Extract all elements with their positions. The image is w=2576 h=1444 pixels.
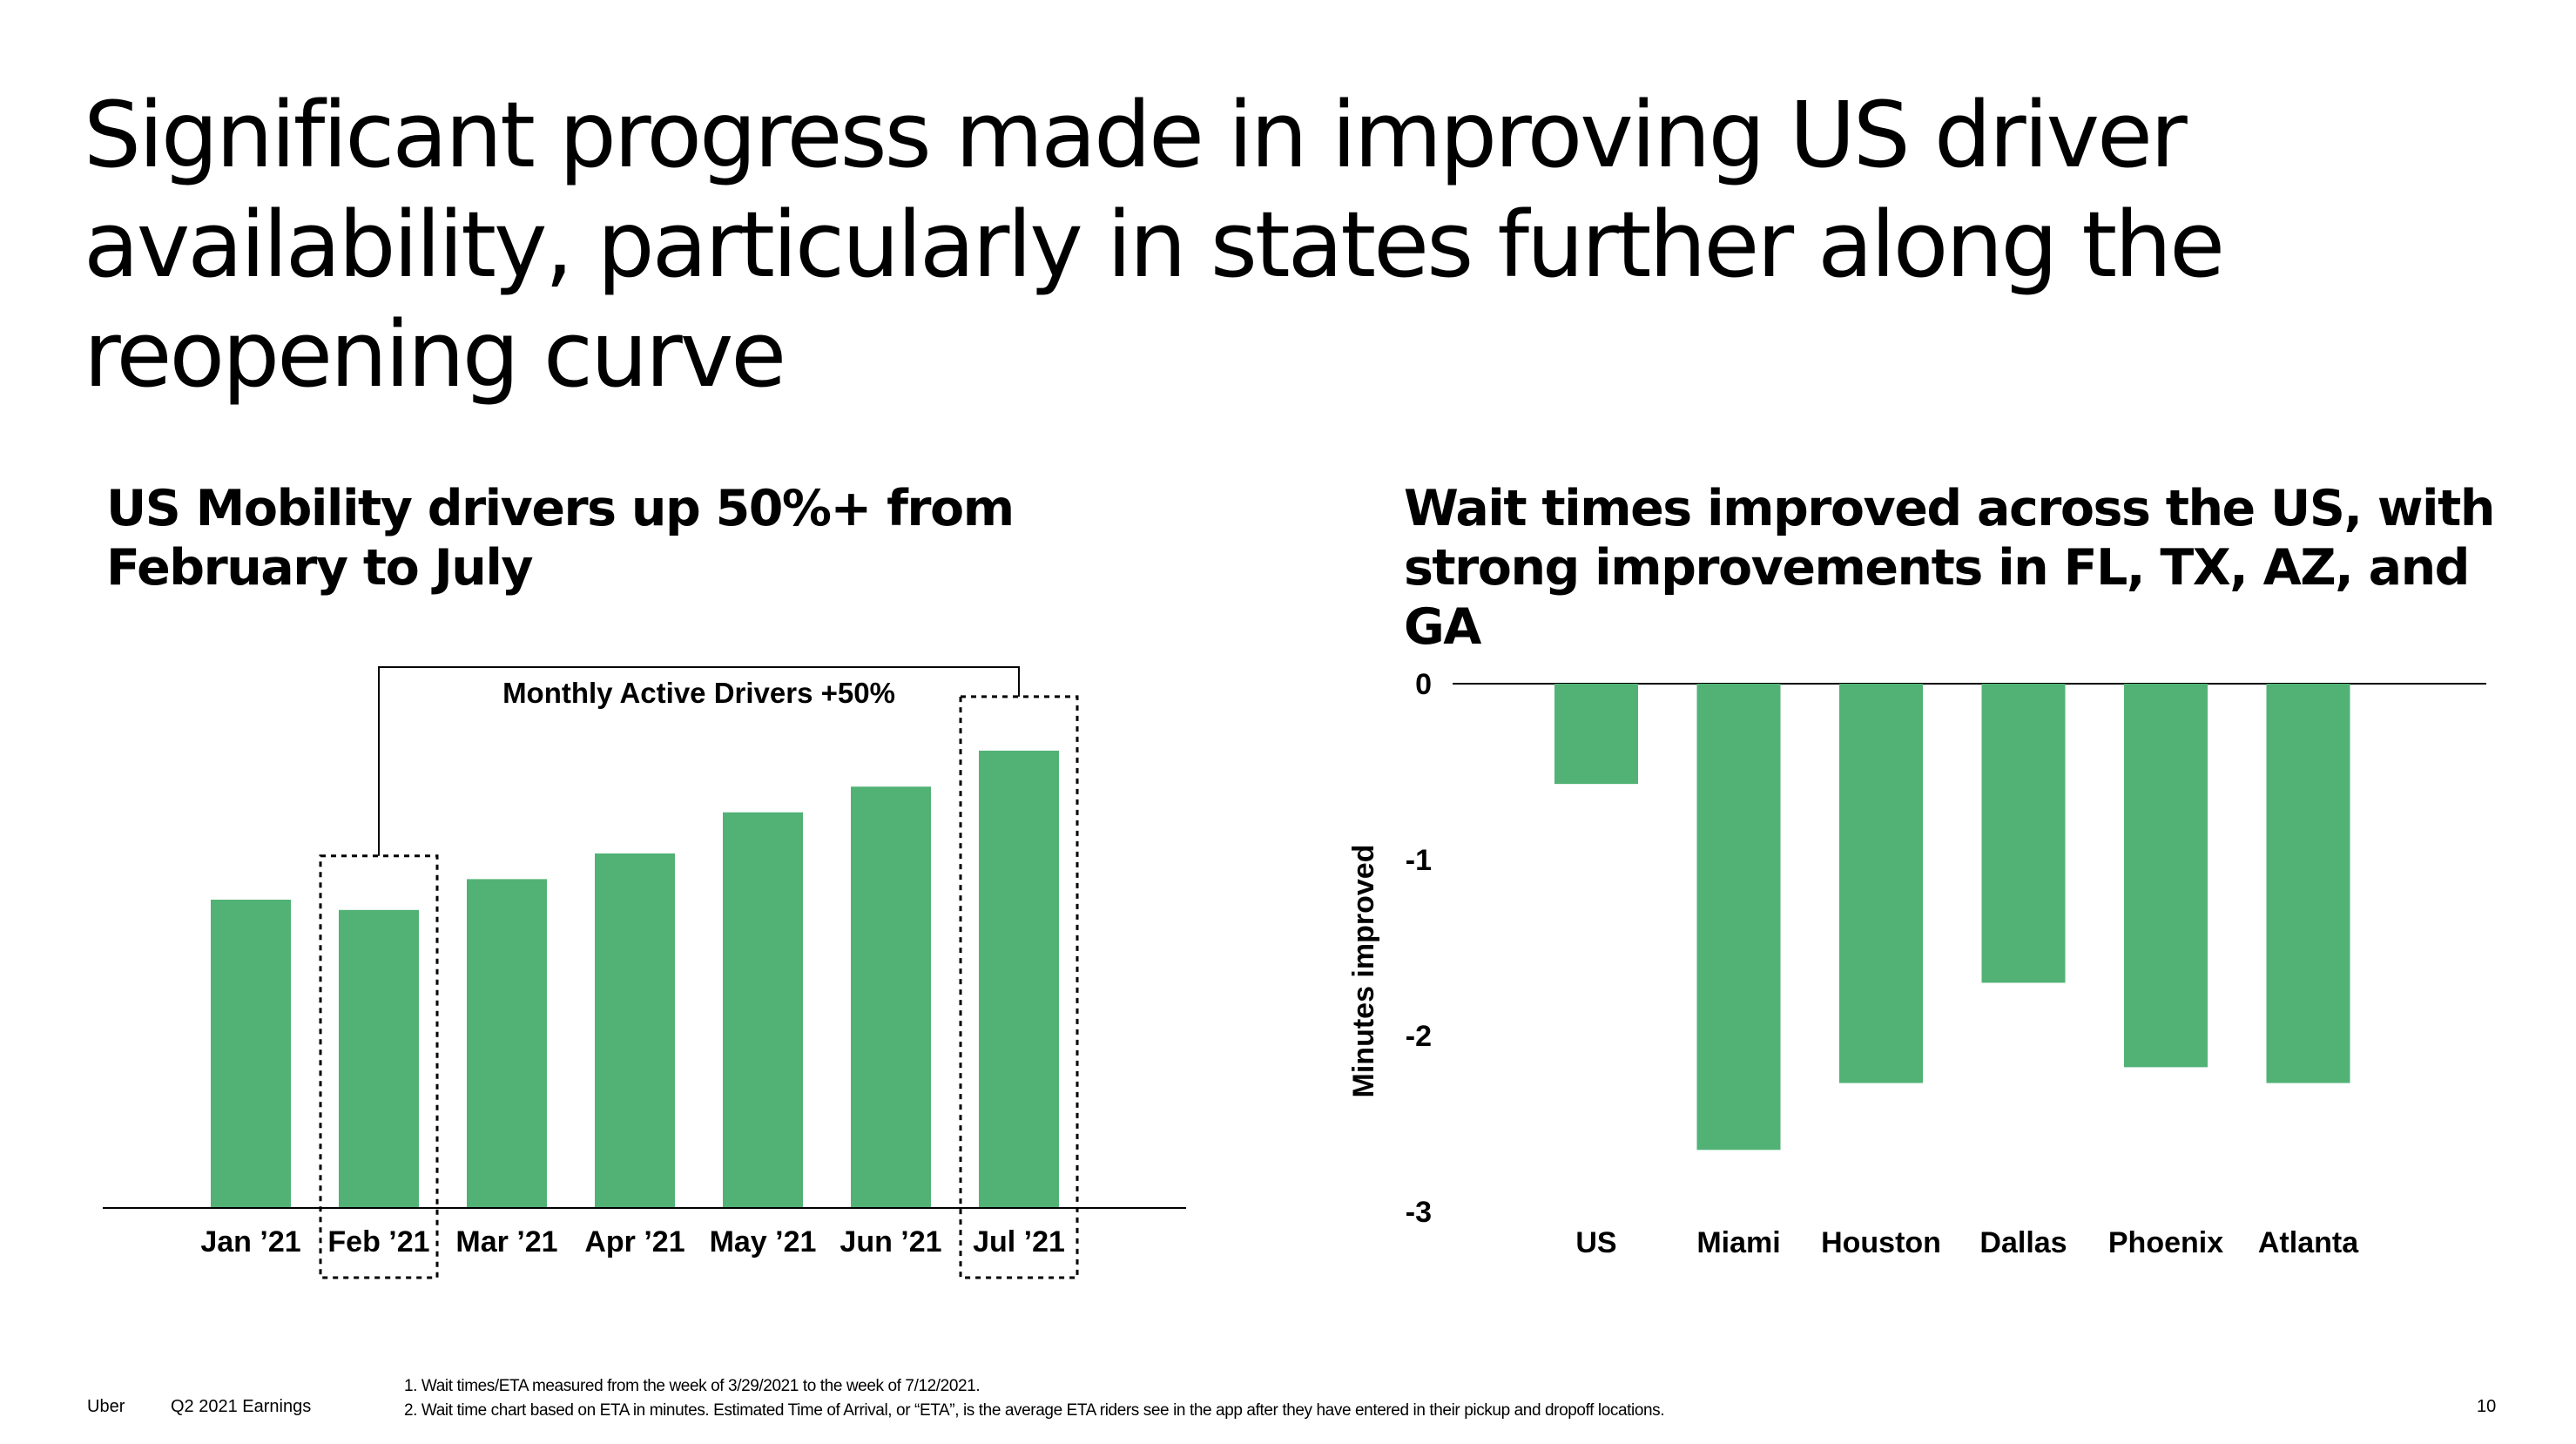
growth-bracket bbox=[378, 666, 1020, 856]
x-tick-label: Jan ’21 bbox=[200, 1225, 300, 1258]
x-tick-label: May ’21 bbox=[710, 1225, 817, 1258]
bar-atlanta bbox=[2266, 684, 2350, 1083]
bar-dallas bbox=[1981, 684, 2066, 983]
footnote-1: 1. Wait times/ETA measured from the week… bbox=[404, 1377, 981, 1395]
x-tick-label: Phoenix bbox=[2108, 1226, 2223, 1259]
bar-phoenix bbox=[2124, 684, 2208, 1068]
right-chart-subtitle: Wait times improved across the US, with … bbox=[1404, 480, 2495, 656]
x-tick-label: Houston bbox=[1821, 1226, 1941, 1259]
drivers-bar-chart: Jan ’21 Feb ’21 Mar ’21 Apr ’21 May ’21 Jun ’… bbox=[103, 666, 1186, 1279]
y-tick-label: -2 bbox=[1406, 1020, 1432, 1053]
x-tick-label: Miami bbox=[1696, 1226, 1780, 1259]
y-tick-label: -3 bbox=[1406, 1196, 1432, 1229]
highlight-box-jul-21 bbox=[959, 695, 1079, 1279]
page-title: Significant progress made in improving U… bbox=[84, 82, 2225, 408]
x-tick-label: Atlanta bbox=[2258, 1226, 2359, 1259]
bar-mar-21 bbox=[467, 879, 547, 1208]
x-tick-label: Dallas bbox=[1979, 1226, 2067, 1259]
x-tick-label: US bbox=[1575, 1226, 1616, 1259]
bar-apr-21 bbox=[595, 853, 675, 1208]
highlight-box-feb-21 bbox=[319, 854, 439, 1279]
x-tick-label: Apr ’21 bbox=[584, 1225, 684, 1258]
y-tick-label: -1 bbox=[1406, 844, 1432, 877]
growth-annotation: Monthly Active Drivers +50% bbox=[502, 677, 895, 709]
bar-jun-21 bbox=[851, 786, 931, 1208]
bar-feb-21 bbox=[339, 909, 419, 1208]
footnote-2: 2. Wait time chart based on ETA in minut… bbox=[404, 1401, 1665, 1420]
footer-brand: Uber bbox=[87, 1397, 125, 1416]
bar-us bbox=[1554, 684, 1638, 785]
page-number: 10 bbox=[2477, 1397, 2497, 1416]
x-tick-label: Mar ’21 bbox=[455, 1225, 557, 1258]
bar-jul-21 bbox=[979, 750, 1059, 1208]
bar-may-21 bbox=[723, 812, 803, 1208]
wait-times-bar-chart: US Miami Houston Dallas Phoenix Atlanta 0 -1 -2 -… bbox=[1347, 668, 2486, 1259]
bar-houston bbox=[1839, 684, 1923, 1083]
left-chart-subtitle: US Mobility drivers up 50%+ from Februar… bbox=[106, 480, 1015, 597]
y-tick-label: 0 bbox=[1415, 668, 1432, 701]
y-axis-title: Minutes improved bbox=[1347, 845, 1380, 1098]
footer-notes: 1. Wait times/ETA measured from the week… bbox=[404, 1374, 1665, 1423]
x-tick-label: Feb ’21 bbox=[327, 1225, 429, 1258]
bar-jan-21 bbox=[211, 900, 291, 1208]
bar-miami bbox=[1696, 684, 1781, 1150]
footer-quarter: Q2 2021 Earnings bbox=[171, 1397, 312, 1416]
x-tick-label: Jul ’21 bbox=[973, 1225, 1065, 1258]
x-tick-label: Jun ’21 bbox=[840, 1225, 941, 1258]
